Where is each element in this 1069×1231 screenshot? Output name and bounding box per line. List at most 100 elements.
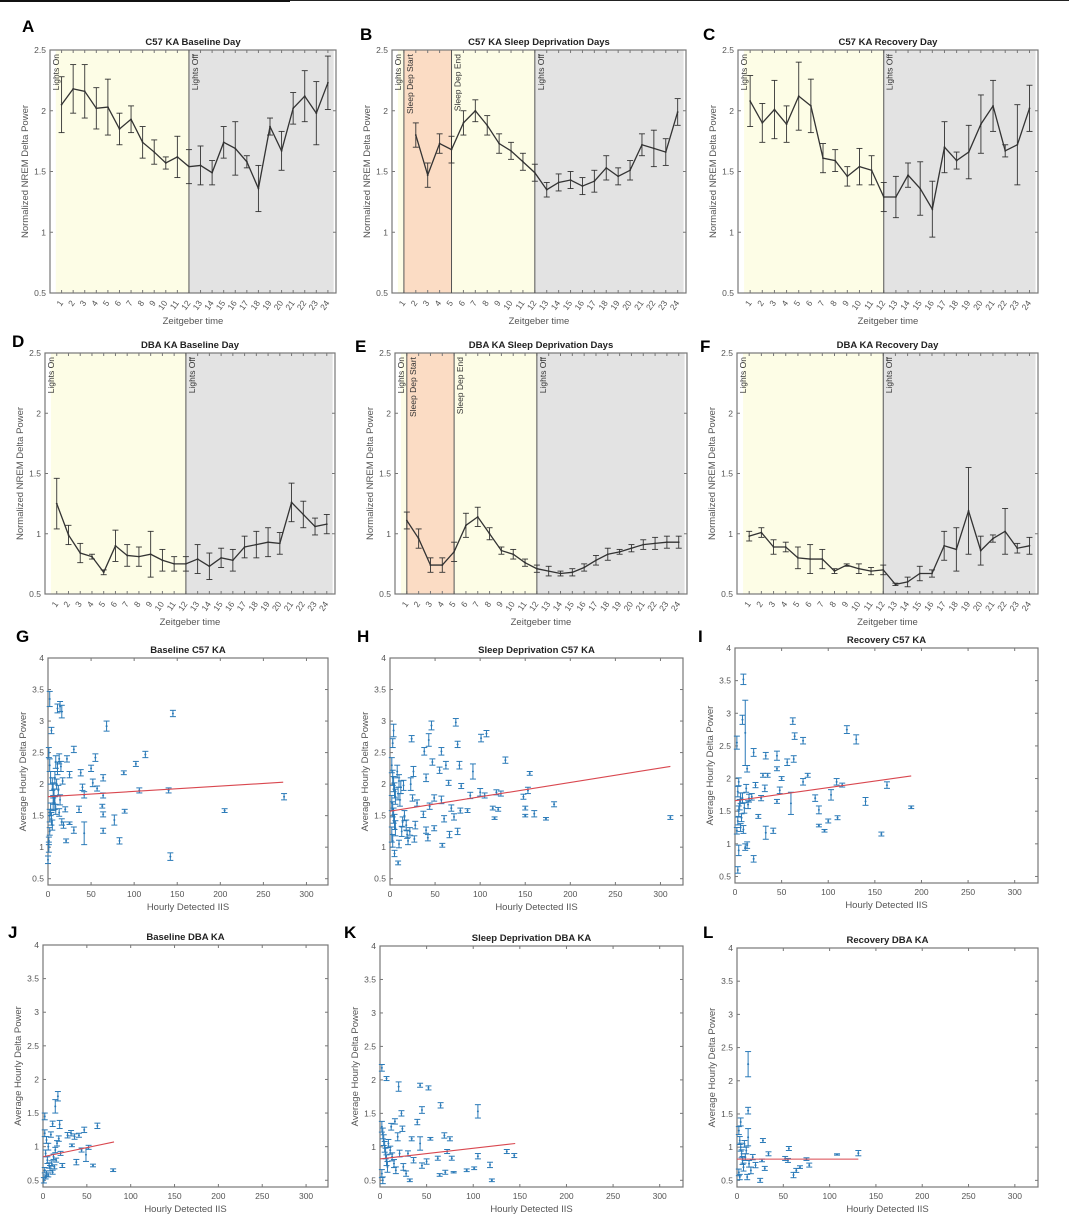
data-point [47,1173,50,1176]
page-top-border-thin [290,0,1069,1]
y-tick-label: 2 [383,106,388,116]
scatter-point [99,803,106,809]
data-point [943,146,946,149]
scatter-point [743,783,750,793]
x-tick-label: 150 [167,1191,181,1201]
data-point [134,762,137,765]
data-point [426,174,429,177]
data-point [61,779,64,782]
region-light [743,353,884,594]
data-point [59,798,62,801]
y-tick-label: 3 [39,716,44,726]
data-point [402,784,405,787]
error-bar [290,92,297,125]
x-tick-label: 6 [803,599,814,609]
region-dark [185,353,333,594]
data-point [390,1125,393,1128]
x-tick-label: 9 [147,298,158,308]
data-point [471,770,474,773]
scatter-point [48,811,55,826]
data-point [741,797,744,800]
scatter-point [380,1134,387,1146]
data-point [409,783,412,786]
data-point [522,795,525,798]
data-point [440,798,443,801]
data-point [52,802,55,805]
data-point [96,1124,99,1127]
data-point [491,807,494,810]
error-bar [439,557,446,573]
data-point [48,814,51,817]
data-point [526,789,529,792]
data-point [169,855,172,858]
y-tick-label: 3 [34,1007,39,1017]
data-point [47,751,50,754]
data-point [105,725,108,728]
data-point [50,817,53,820]
scatter-point [770,827,777,834]
data-point [405,1172,408,1175]
scatter-point [495,806,502,812]
y-tick-label: 3.5 [32,685,44,695]
data-point [389,1149,392,1152]
scatter-point [752,781,759,789]
scatter-point [793,1167,800,1173]
x-tick-label: 100 [823,1191,837,1201]
y-tick-label: 1.5 [719,806,731,816]
data-point [50,729,53,732]
scatter-point [524,786,531,795]
data-point [836,1153,839,1156]
error-bar [104,78,111,136]
data-point [427,1086,430,1089]
data-point [858,165,861,168]
data-point [292,107,295,110]
y-tick-label: 2 [728,1076,733,1086]
data-point [380,1125,383,1128]
y-tick-label: 1 [371,1142,376,1152]
y-axis-label: Average Hourly Delta Power [18,712,29,832]
x-tick-label: 250 [961,887,975,897]
data-point [164,162,167,164]
x-tick-label: 6 [456,298,467,308]
data-point [907,174,909,177]
data-point [458,764,461,767]
error-bar [941,121,948,174]
scatter-point [474,1153,481,1160]
data-point [571,571,574,574]
error-bar [674,98,681,126]
error-bar [640,539,647,550]
data-point [786,1159,789,1162]
error-bar [916,565,923,582]
error-bar [844,166,851,187]
error-bar [531,163,538,182]
data-point [196,558,199,560]
y-tick-label: 1 [41,227,46,237]
x-tick-label: 9 [840,298,851,308]
x-tick-label: 24 [1019,599,1033,613]
scatter-point [474,1104,481,1119]
data-point [47,1145,50,1148]
y-tick-label: 0.5 [27,1175,39,1185]
data-point [96,787,99,790]
data-point [747,1109,750,1112]
data-point [740,816,743,819]
error-bar [953,527,960,572]
scatter-point [45,841,52,853]
error-bar [139,126,146,159]
scatter-point [103,720,110,732]
data-point [593,180,596,183]
panel-letter: J [8,923,17,942]
data-point [56,707,59,710]
panel-i: I Recovery C57 KA 0.5 1 1.5 2 2.5 3 3.5 4 0 50 100 15… [698,627,1039,911]
data-point [408,1179,411,1182]
y-tick-label: 3.5 [721,976,733,986]
data-point [257,187,260,190]
scatter-point [745,1128,752,1147]
x-tick-label: 23 [1007,298,1021,312]
data-point [444,764,447,767]
scatter-point [667,815,674,820]
y-tick-label: 2.5 [722,45,734,55]
data-point [441,844,444,847]
data-point [835,780,838,783]
data-point [493,817,496,820]
